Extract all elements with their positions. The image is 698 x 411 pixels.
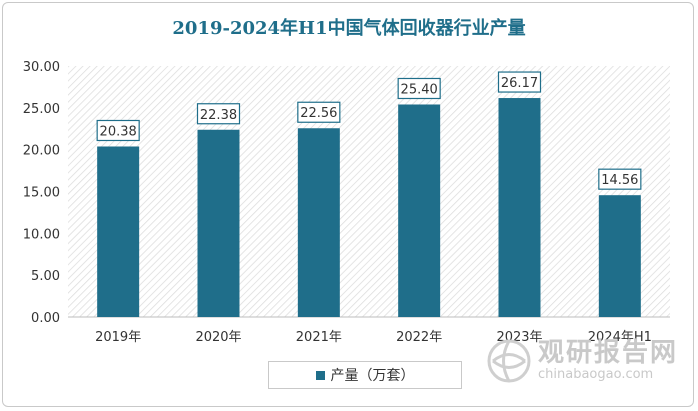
bar xyxy=(97,146,140,317)
watermark-url: chinabaogao.com xyxy=(538,367,654,382)
data-label-box xyxy=(297,101,341,123)
data-label: 14.56 xyxy=(601,173,638,188)
y-tick-label: 5.00 xyxy=(31,269,60,284)
data-label: 22.56 xyxy=(300,106,337,121)
bar xyxy=(598,195,641,317)
data-label: 20.38 xyxy=(100,124,137,139)
bar xyxy=(498,98,541,317)
watermark: 观研报告网 chinabaogao.com xyxy=(486,338,678,384)
legend-label: 产量（万套） xyxy=(330,368,415,384)
x-tick-label: 2020年 xyxy=(195,330,241,345)
bar xyxy=(398,104,441,317)
y-tick-label: 30.00 xyxy=(23,60,60,75)
data-label-box xyxy=(196,103,241,125)
y-tick-label: 10.00 xyxy=(23,227,60,242)
y-tick-label: 25.00 xyxy=(23,102,60,117)
plot-area xyxy=(68,66,670,317)
x-tick-label: 2022年 xyxy=(396,330,442,345)
bar xyxy=(297,128,340,317)
legend-swatch xyxy=(315,370,325,380)
chart-title: 2019-2024年H1中国气体回收器行业产量 xyxy=(172,18,526,39)
data-label-box xyxy=(397,77,441,100)
data-label-box xyxy=(497,71,542,93)
y-tick-label: 20.00 xyxy=(23,144,60,159)
chart-legend: 产量（万套） xyxy=(268,361,462,389)
y-tick-label: 0.00 xyxy=(31,311,60,326)
watermark-name: 观研报告网 xyxy=(538,338,679,368)
y-tick-label: 15.00 xyxy=(23,186,60,201)
data-label: 25.40 xyxy=(401,82,438,97)
bar xyxy=(197,129,240,317)
globe-logo-icon xyxy=(487,339,531,383)
data-label: 26.17 xyxy=(501,76,538,91)
x-tick-label: 2021年 xyxy=(296,330,342,345)
x-tick-label: 2019年 xyxy=(95,330,141,345)
data-label-box xyxy=(96,119,140,142)
x-tick-label: 2024年H1 xyxy=(588,330,652,345)
data-label: 22.38 xyxy=(200,108,237,123)
data-label-box xyxy=(598,168,642,190)
